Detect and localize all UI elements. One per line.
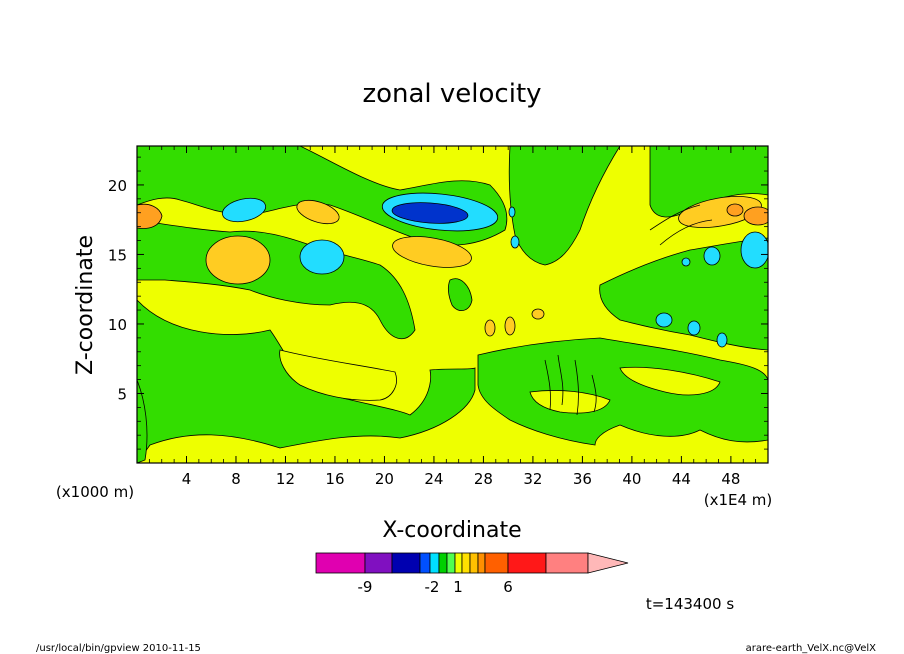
contour-orange-left-edge [137, 203, 163, 229]
contour-orange-core-6 [726, 203, 744, 217]
y-tick-label: 10 [108, 316, 127, 334]
contour-line-6 [659, 219, 713, 246]
x-tick-label: 28 [474, 470, 493, 488]
x-tick-label: 20 [375, 470, 394, 488]
colorbar-swatch [315, 552, 366, 574]
chart-title: zonal velocity [362, 79, 541, 109]
y-tick-label: 5 [117, 385, 127, 403]
y-unit-label: (x1000 m) [56, 483, 134, 501]
colorbar-extend-arrow [587, 552, 629, 574]
contour-orange-small-3 [531, 308, 545, 320]
contour-cyan-core-6 [655, 312, 673, 328]
colorbar-swatch [429, 552, 440, 574]
colorbar-swatch [469, 552, 479, 574]
colorbar-swatch [477, 552, 486, 574]
colorbar-swatch [461, 552, 471, 574]
contour-orange-core-5 [743, 206, 768, 226]
colorbar-swatch [391, 552, 421, 574]
plot-frame [136, 145, 769, 464]
contour-green-bottom-left [137, 299, 476, 463]
contour-cyan-small-3 [681, 257, 691, 267]
contour-green-blob-a [447, 278, 473, 311]
contour-cyan-core-1 [221, 197, 267, 223]
x-tick-label: 12 [276, 470, 295, 488]
contour-orange-core-3 [392, 236, 472, 268]
contour-green-lower-left-strip [137, 379, 148, 463]
contour-field [137, 146, 768, 463]
y-axis: 5 10 15 20 [108, 156, 768, 450]
contour-orange-core-2 [296, 199, 340, 225]
contour-line-2 [557, 354, 564, 406]
colorbar-tick-label: -2 [425, 578, 440, 596]
contour-green-mid-left [137, 219, 416, 340]
contour-blue-core-1 [391, 202, 469, 224]
x-unit-label: (x1E4 m) [704, 491, 773, 509]
colorbar-swatch [484, 552, 509, 574]
contour-green-right [599, 237, 768, 351]
x-tick-label: 16 [325, 470, 344, 488]
time-label: t=143400 s [646, 595, 734, 613]
contour-orange-core-1 [205, 235, 271, 285]
contour-cyan-core-2 [299, 239, 345, 275]
x-tick-label: 48 [721, 470, 740, 488]
plot-area [136, 145, 769, 464]
x-axis-label: X-coordinate [382, 518, 521, 543]
colorbar-swatch [545, 552, 589, 574]
contour-yellow-island-1 [279, 349, 397, 401]
colorbar: -9 -2 1 6 [315, 552, 629, 596]
contour-cyan-core-4 [740, 231, 768, 269]
contour-cyan-small-1 [510, 235, 520, 249]
contour-cyan-core-7 [687, 320, 701, 336]
contour-orange-small-2 [504, 316, 516, 336]
x-tick-label: 32 [523, 470, 542, 488]
colorbar-tick-label: -9 [358, 578, 373, 596]
x-tick-label: 4 [182, 470, 192, 488]
contour-cyan-small-2 [508, 206, 516, 218]
y-tick-label: 15 [108, 246, 127, 264]
colorbar-tick-label: 6 [503, 578, 513, 596]
colorbar-swatch [507, 552, 547, 574]
contour-line-4 [591, 374, 597, 413]
colorbar-swatch [454, 552, 463, 574]
contour-line-5 [649, 204, 701, 231]
contour-cyan-core-5 [703, 246, 721, 266]
colorbar-swatch [446, 552, 456, 574]
colorbar-swatch [364, 552, 393, 574]
contour-cyan-core-8 [716, 332, 728, 348]
x-tick-label: 24 [424, 470, 443, 488]
x-tick-label: 44 [672, 470, 691, 488]
contour-yellow-island-3 [619, 366, 721, 396]
x-tick-label: 36 [573, 470, 592, 488]
y-tick-label: 20 [108, 177, 127, 195]
y-axis-label: Z-coordinate [73, 235, 98, 375]
colorbar-swatch [438, 552, 448, 574]
contour-line-3 [574, 359, 579, 416]
footer-left: /usr/local/bin/gpview 2010-11-15 [36, 643, 201, 654]
colorbar-swatch [419, 552, 431, 574]
contour-green-lower-right [477, 337, 768, 446]
contour-line-1 [544, 359, 551, 411]
contour-orange-small-1 [484, 319, 496, 337]
colorbar-tick-label: 1 [453, 578, 463, 596]
footer-right: arare-earth_VelX.nc@VelX [746, 643, 877, 654]
contour-orange-core-4 [678, 196, 762, 228]
x-axis: 4 8 12 16 20 24 28 32 36 40 44 48 [148, 146, 757, 488]
x-tick-label: 40 [622, 470, 641, 488]
x-tick-label: 8 [231, 470, 241, 488]
